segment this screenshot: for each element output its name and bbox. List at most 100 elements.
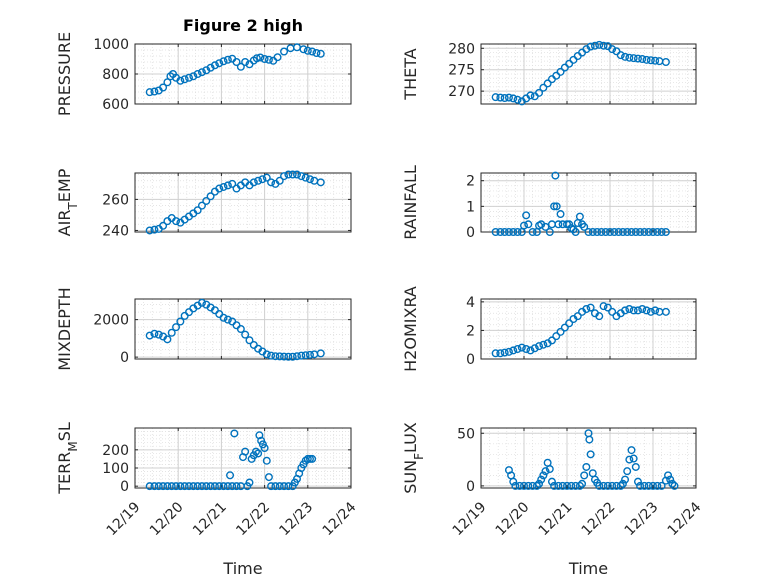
data-point (642, 55, 651, 64)
data-point (580, 471, 589, 480)
data-point (608, 481, 617, 490)
data-point (145, 331, 154, 340)
data-point (629, 454, 638, 463)
data-point (154, 482, 163, 491)
y-tick-label: 260 (102, 192, 129, 208)
data-point (262, 173, 271, 182)
x-tick-label: 12/22 (579, 499, 619, 539)
x-tick-label: 12/22 (233, 499, 273, 539)
data-point (215, 184, 224, 193)
data-point (646, 56, 655, 65)
x-tick-label: 12/23 (622, 499, 662, 539)
data-point (504, 93, 513, 102)
data-point (159, 482, 168, 491)
plot-area (135, 299, 351, 359)
data-point (262, 456, 271, 465)
data-point (614, 227, 623, 236)
plot-area (135, 173, 351, 232)
y-axis-label: RAINFALL (401, 165, 420, 240)
data-point (202, 196, 211, 205)
data-point (511, 481, 520, 490)
data-point (219, 482, 228, 491)
data-point (618, 479, 627, 488)
data-point (236, 62, 245, 71)
data-point (606, 227, 615, 236)
data-point (595, 312, 604, 321)
data-point (275, 352, 284, 361)
data-point (552, 332, 561, 341)
data-point (575, 481, 584, 490)
panel-mixdepth: 0 2000 MIXDEPTH (55, 287, 352, 371)
x-tick-label: 12/20 (493, 499, 533, 539)
data-point (567, 481, 576, 490)
data-point (573, 312, 582, 321)
data-point (668, 479, 677, 488)
data-point (176, 76, 185, 85)
y-tick-label: 0 (466, 479, 475, 495)
data-point (260, 444, 269, 453)
data-point (206, 192, 215, 201)
data-point (582, 462, 591, 471)
data-point (590, 41, 599, 50)
data-point (545, 465, 554, 474)
data-point (535, 479, 544, 488)
data-point (556, 327, 565, 336)
y-tick-label: 2 (466, 323, 475, 339)
data-point (258, 175, 267, 184)
axes-box (480, 427, 697, 489)
data-point (496, 93, 505, 102)
data-point (661, 307, 670, 316)
data-point (636, 227, 645, 236)
data-point (522, 345, 531, 354)
data-point (223, 315, 232, 324)
y-tick-label: 280 (448, 41, 475, 57)
data-point (618, 227, 627, 236)
data-point (167, 328, 176, 337)
plot-area (481, 299, 696, 359)
data-point (496, 227, 505, 236)
data-point (305, 350, 314, 359)
y-tick-label: 0 (466, 352, 475, 368)
data-point (539, 340, 548, 349)
y-tick-label: 4 (466, 295, 475, 311)
data-point (621, 52, 630, 61)
data-point (232, 58, 241, 67)
data-point (167, 482, 176, 491)
data-point (219, 313, 228, 322)
x-tick-label: 12/21 (536, 499, 576, 539)
y-tick-label: 0 (120, 479, 129, 495)
data-point (631, 462, 640, 471)
data-point (193, 69, 202, 78)
data-point (197, 298, 206, 307)
data-point (219, 182, 228, 191)
y-tick-label: 270 (448, 84, 475, 100)
data-point (264, 473, 273, 482)
data-point (633, 306, 642, 315)
data-point (267, 351, 276, 360)
data-point (293, 170, 302, 179)
data-point (145, 482, 154, 491)
y-axis-label: PRESSURE (55, 32, 74, 116)
data-point (550, 202, 559, 211)
data-point (565, 220, 574, 229)
data-point (509, 477, 518, 486)
data-point (515, 481, 524, 490)
data-point (532, 481, 541, 490)
data-point (215, 59, 224, 68)
data-point (491, 93, 500, 102)
data-point (288, 170, 297, 179)
data-point (593, 227, 602, 236)
y-axis-label: TERRMSL (55, 422, 80, 495)
data-point (642, 306, 651, 315)
data-point (629, 54, 638, 63)
data-point (535, 342, 544, 351)
data-point (271, 482, 280, 491)
data-point (586, 303, 595, 312)
data-point (312, 49, 321, 58)
y-tick-label: 1 (466, 199, 475, 215)
data-point (539, 83, 548, 92)
data-point (308, 454, 317, 463)
data-point (197, 68, 206, 77)
data-point (586, 42, 595, 51)
